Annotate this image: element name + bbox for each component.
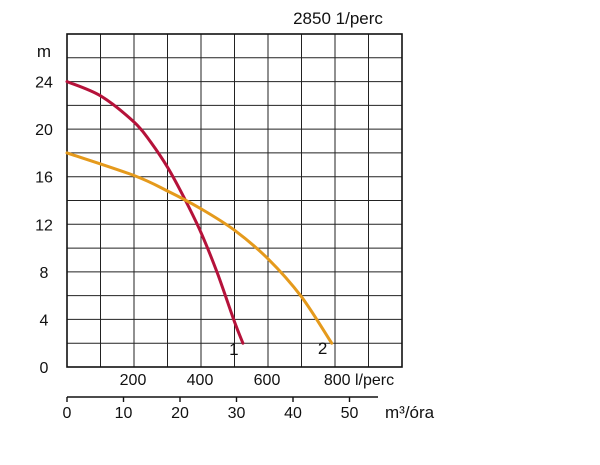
plot-grid: [66, 33, 403, 402]
y-tick-label: 4: [40, 312, 49, 329]
y-axis-unit: m: [37, 42, 51, 61]
x-tick-labels-flow: 200 400 600 800 l/perc: [120, 372, 394, 389]
x-tick-label-m3: 50: [341, 405, 359, 422]
plot-frame: [66, 33, 403, 368]
x-tick-label-flow: 600: [254, 372, 281, 389]
y-tick-label: 12: [35, 217, 53, 234]
y-tick-label: 20: [35, 122, 53, 139]
x-tick-label-m3: 40: [284, 405, 302, 422]
x-tick-label-flow: 800 l/perc: [324, 372, 394, 389]
series-label-2: 2: [318, 339, 327, 358]
x-tick-labels-m3: 0 10 20 30 40 50: [63, 405, 359, 422]
y-tick-label: 16: [35, 170, 53, 187]
x-axis-unit-m3: m³/óra: [385, 403, 435, 422]
y-tick-labels: 0 4 8 12 16 20 24: [35, 75, 53, 377]
speed-header: 2850 1/perc: [293, 9, 383, 28]
x-tick-label-m3: 30: [228, 405, 246, 422]
series-line-1: [65, 80, 245, 345]
x-tick-label-flow: 400: [187, 372, 214, 389]
series-label-1: 1: [229, 340, 238, 359]
x-tick-label-m3: 0: [63, 405, 72, 422]
y-tick-label: 0: [40, 360, 49, 377]
y-tick-label: 8: [40, 265, 49, 282]
x-tick-label-m3: 10: [115, 405, 133, 422]
y-tick-label: 24: [35, 75, 53, 92]
series-line-2: [65, 151, 334, 345]
x-tick-label-flow: 200: [120, 372, 147, 389]
x-tick-label-m3: 20: [171, 405, 189, 422]
